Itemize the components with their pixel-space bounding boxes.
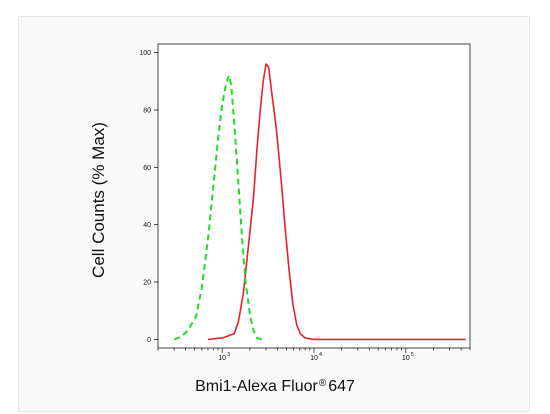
x-tick-exponent: 3	[227, 352, 230, 358]
series-line-control	[173, 74, 263, 341]
y-tick-label: 0	[147, 337, 151, 344]
series-line-sample	[207, 63, 466, 341]
y-axis-label: Cell Counts (% Max)	[89, 122, 108, 278]
x-axis-label: Bmi1-Alexa Fluor® 647	[0, 378, 550, 396]
x-tick-label: 10	[218, 355, 226, 362]
x-axis-label-main: Bmi1-Alexa Fluor	[195, 378, 318, 395]
x-tick-label: 10	[402, 355, 410, 362]
x-tick-exponent: 5	[411, 352, 414, 358]
y-tick-label: 40	[143, 222, 151, 229]
y-tick-label: 60	[143, 165, 151, 172]
plot-area	[157, 43, 471, 349]
x-tick-label: 10	[310, 355, 318, 362]
x-tick-exponent: 4	[319, 352, 322, 358]
x-axis-label-tail: 647	[328, 378, 355, 395]
y-tick-label: 80	[143, 107, 151, 114]
y-tick-label: 100	[139, 50, 151, 57]
y-tick-label: 20	[143, 280, 151, 287]
x-axis-label-registered: ®	[318, 378, 327, 389]
